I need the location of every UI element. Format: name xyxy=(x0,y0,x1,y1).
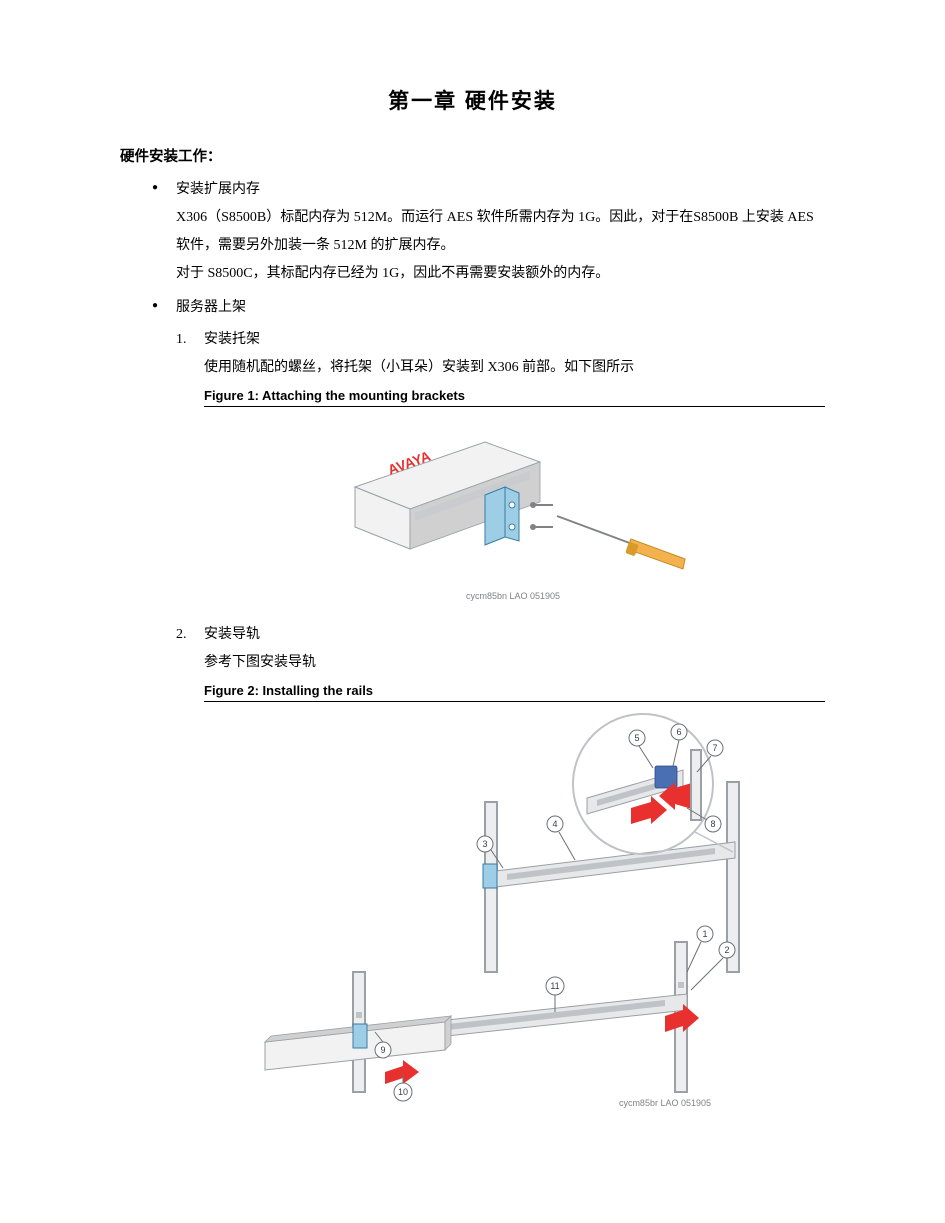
upper-rail-assembly xyxy=(483,842,735,888)
step-number: 2. xyxy=(176,621,187,649)
numbered-item: 2. 安装导轨 参考下图安装导轨 Figure 2: Installing th… xyxy=(204,621,825,1112)
chapter-title: 第一章 硬件安装 xyxy=(120,85,825,115)
figure-credit: cycm85bn LAO 051905 xyxy=(465,591,559,601)
figure-1-svg: AVAYA xyxy=(335,417,695,607)
figure-canvas: 3 4 5 6 xyxy=(204,712,825,1112)
svg-text:6: 6 xyxy=(676,727,681,737)
paragraph: X306（S8500B）标配内存为 512M。而运行 AES 软件所需内存为 1… xyxy=(176,204,825,260)
figure-block: Figure 2: Installing the rails xyxy=(204,683,825,1112)
svg-text:5: 5 xyxy=(634,733,639,743)
figure-block: Figure 1: Attaching the mounting bracket… xyxy=(204,388,825,607)
figure-canvas: AVAYA xyxy=(204,417,825,607)
step-title: 安装托架 xyxy=(204,326,825,354)
mounting-bracket xyxy=(485,487,505,545)
numbered-item: 1. 安装托架 使用随机配的螺丝，将托架（小耳朵）安装到 X306 前部。如下图… xyxy=(204,326,825,607)
bullet-item: 服务器上架 1. 安装托架 使用随机配的螺丝，将托架（小耳朵）安装到 X306 … xyxy=(176,294,825,1112)
document-page: 第一章 硬件安装 硬件安装工作： 安装扩展内存 X306（S8500B）标配内存… xyxy=(0,0,945,1223)
bullet-title: 服务器上架 xyxy=(176,294,825,322)
svg-text:8: 8 xyxy=(710,819,715,829)
screw xyxy=(530,524,553,530)
step-text: 使用随机配的螺丝，将托架（小耳朵）安装到 X306 前部。如下图所示 xyxy=(204,354,825,382)
svg-text:10: 10 xyxy=(397,1087,407,1097)
svg-text:3: 3 xyxy=(482,839,487,849)
section-heading: 硬件安装工作： xyxy=(120,145,825,166)
bullet-title: 安装扩展内存 xyxy=(176,176,825,204)
numbered-list: 1. 安装托架 使用随机配的螺丝，将托架（小耳朵）安装到 X306 前部。如下图… xyxy=(176,326,825,1112)
figure-2-svg: 3 4 5 6 xyxy=(235,712,795,1112)
bracket-hole xyxy=(509,524,515,530)
bullet-item: 安装扩展内存 X306（S8500B）标配内存为 512M。而运行 AES 软件… xyxy=(176,176,825,288)
svg-text:7: 7 xyxy=(712,743,717,753)
step-number: 1. xyxy=(176,326,187,354)
svg-text:1: 1 xyxy=(702,929,707,939)
figure-caption: Figure 2: Installing the rails xyxy=(204,683,825,702)
lower-rail-assembly xyxy=(265,994,687,1084)
bracket-hole xyxy=(509,502,515,508)
svg-text:4: 4 xyxy=(552,819,557,829)
mounting-bracket-flange xyxy=(505,487,519,541)
svg-text:11: 11 xyxy=(550,981,559,991)
zoom-detail xyxy=(573,714,733,854)
figure-credit: cycm85br LAO 051905 xyxy=(618,1098,710,1108)
svg-text:9: 9 xyxy=(380,1045,385,1055)
svg-text:2: 2 xyxy=(724,945,729,955)
screwdriver-handle xyxy=(627,539,685,569)
screwdriver-shaft xyxy=(557,516,635,545)
screw xyxy=(530,502,553,508)
step-text: 参考下图安装导轨 xyxy=(204,649,825,677)
figure-caption: Figure 1: Attaching the mounting bracket… xyxy=(204,388,825,407)
paragraph: 对于 S8500C，其标配内存已经为 1G，因此不再需要安装额外的内存。 xyxy=(176,260,825,288)
step-title: 安装导轨 xyxy=(204,621,825,649)
bullet-list: 安装扩展内存 X306（S8500B）标配内存为 512M。而运行 AES 软件… xyxy=(120,176,825,1112)
